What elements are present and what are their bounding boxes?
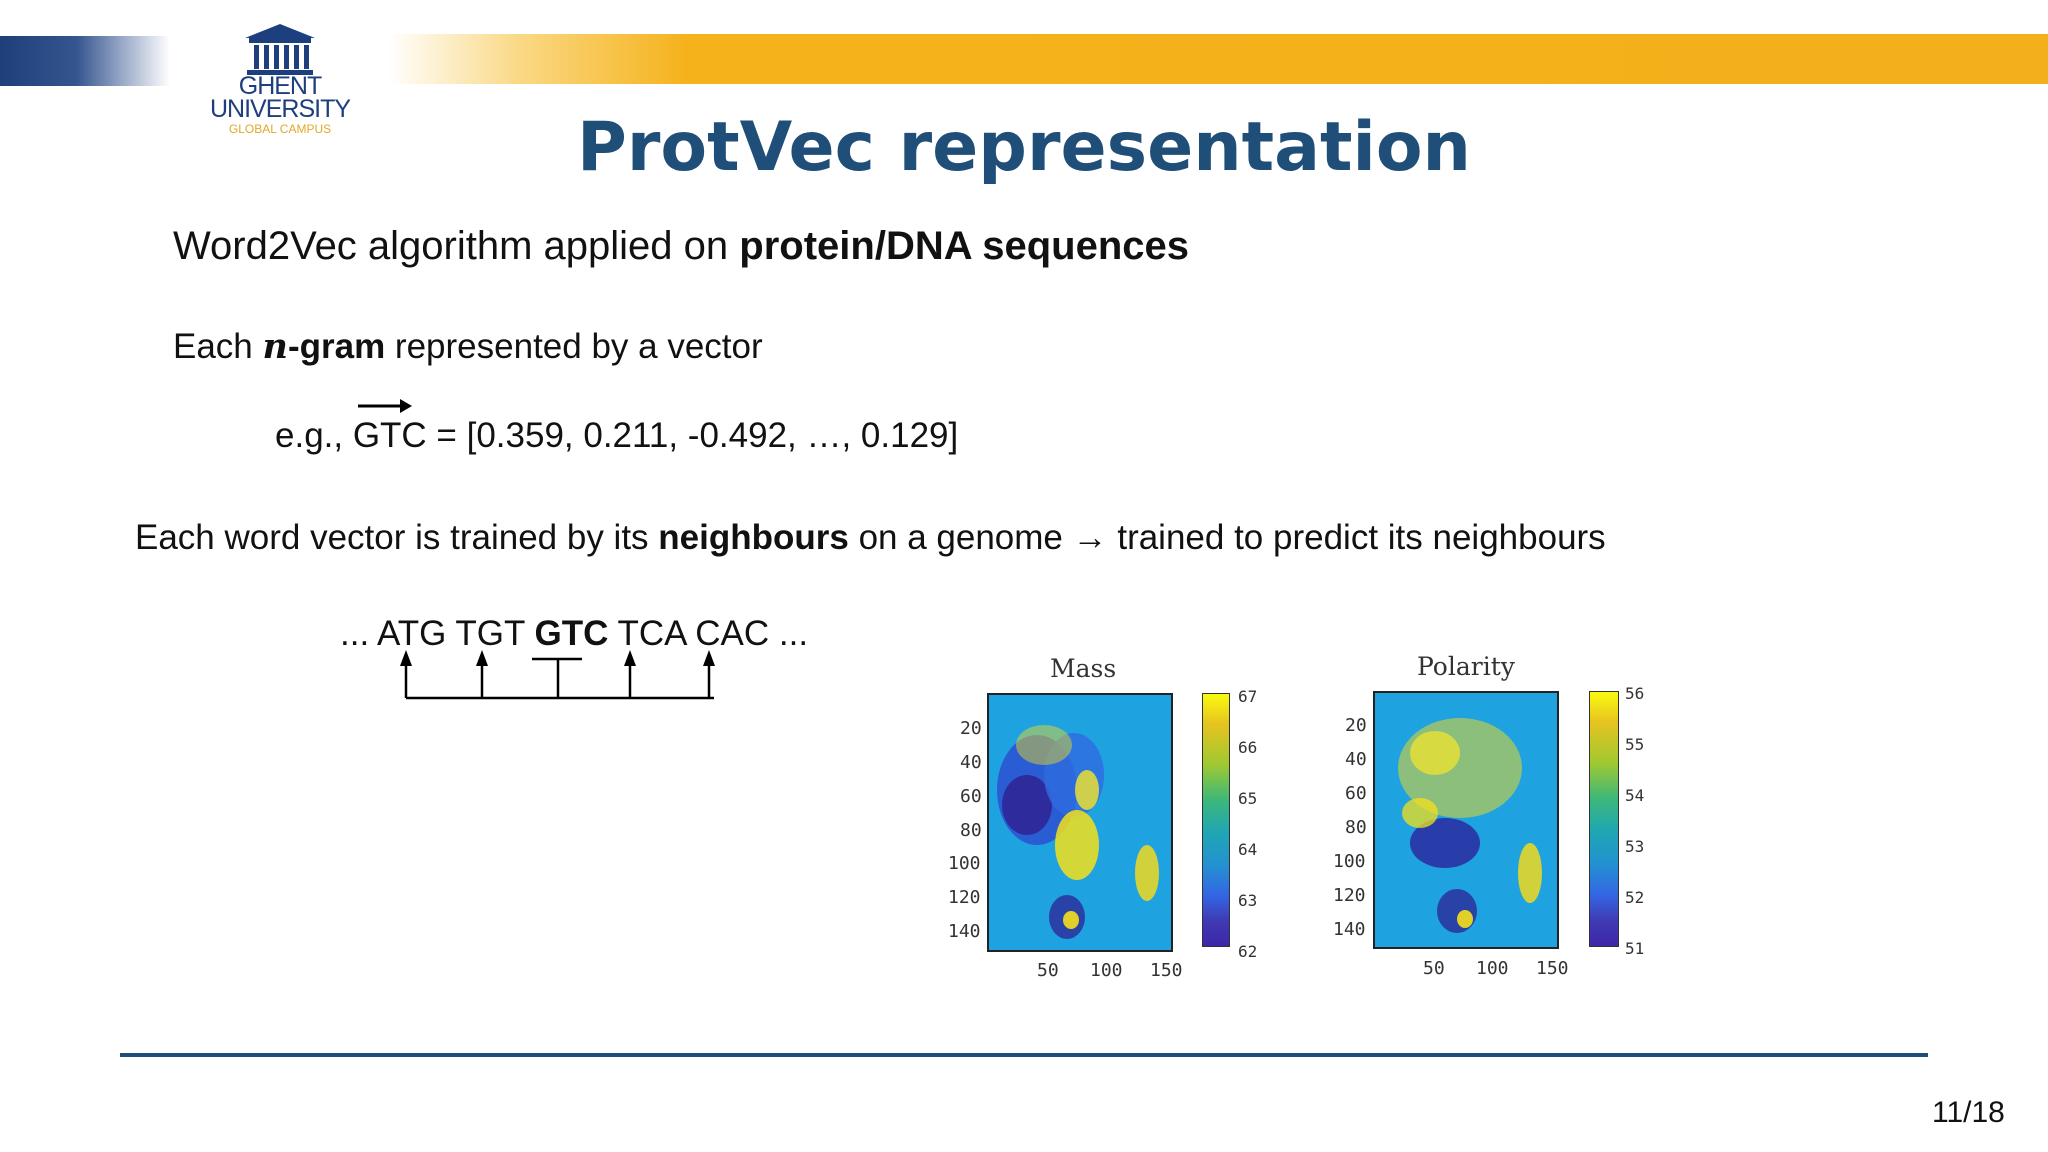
mass-cbar-tick: 63 [1238, 891, 1258, 910]
polarity-x-tick: 150 [1536, 958, 1569, 979]
polarity-y-tick: 120 [1333, 885, 1366, 906]
polarity-y-tick: 140 [1333, 919, 1366, 940]
mass-x-tick: 150 [1150, 960, 1183, 981]
mass-cbar-tick: 65 [1238, 789, 1258, 808]
polarity-heatmap-figure: Polarity 56 55 54 53 52 51 20 40 60 80 1… [1325, 648, 1665, 988]
polarity-cbar-tick: 56 [1625, 684, 1645, 703]
polarity-y-tick: 40 [1345, 749, 1367, 770]
polarity-cbar-tick: 54 [1625, 786, 1645, 805]
polarity-y-tick: 20 [1345, 715, 1367, 736]
footer-rule [120, 1053, 1928, 1057]
mass-title: Mass [1050, 654, 1117, 683]
polarity-x-tick: 50 [1423, 958, 1445, 979]
header-band-yellow [388, 34, 2048, 84]
mass-y-tick: 120 [948, 887, 981, 908]
polarity-x-tick: 100 [1476, 958, 1509, 979]
mass-y-tick: 80 [960, 820, 982, 841]
polarity-cbar-tick: 51 [1625, 939, 1645, 958]
polarity-cbar-tick: 55 [1625, 735, 1645, 754]
slide-title: ProtVec representation [577, 108, 1471, 187]
mass-y-tick: 20 [960, 718, 982, 739]
logo-line-3: GLOBAL CAMPUS [228, 122, 332, 136]
mass-x-tick: 50 [1037, 960, 1059, 981]
logo-line-2: UNIVERSITY [209, 95, 351, 123]
mass-y-tick: 100 [948, 853, 981, 874]
logo-line-1: GHENT [238, 72, 323, 100]
mass-cbar-tick: 64 [1238, 840, 1258, 859]
mass-cbar-tick: 66 [1238, 738, 1258, 757]
polarity-cbar-tick: 53 [1625, 837, 1645, 856]
mass-y-tick: 60 [960, 786, 982, 807]
mass-y-tick: 40 [960, 752, 982, 773]
ghent-university-logo: GHENT UNIVERSITY GLOBAL CAMPUS [205, 18, 355, 140]
polarity-cbar-tick: 52 [1625, 888, 1645, 907]
bullet-ngram: Each n-gram represented by a vector [173, 326, 763, 367]
vector-arrow-icon [358, 399, 412, 413]
polarity-title: Polarity [1417, 652, 1515, 681]
sequence-example: ... ATG TGT GTC TCA CAC ... [340, 614, 809, 653]
bullet-neighbours: Each word vector is trained by its neigh… [135, 518, 1606, 557]
page-number: 11/18 [1932, 1096, 2005, 1129]
mass-heatmap-figure: Mass 67 66 65 64 63 62 20 40 60 80 100 1… [940, 648, 1280, 988]
building-icon [245, 24, 315, 75]
mass-heatmap [987, 693, 1173, 952]
mass-x-tick: 100 [1090, 960, 1123, 981]
mass-cbar-tick: 62 [1238, 942, 1258, 961]
mass-cbar-tick: 67 [1238, 687, 1258, 706]
polarity-colorbar [1589, 691, 1619, 947]
header-band-blue [0, 36, 170, 86]
vector-example: e.g., GTC = [0.359, 0.211, -0.492, …, 0.… [275, 416, 959, 455]
mass-colorbar [1202, 693, 1230, 947]
mass-y-tick: 140 [948, 921, 981, 942]
polarity-y-tick: 80 [1345, 817, 1367, 838]
context-arrows-diagram [400, 650, 715, 700]
polarity-y-tick: 60 [1345, 783, 1367, 804]
bullet-word2vec: Word2Vec algorithm applied on protein/DN… [173, 224, 1190, 268]
polarity-y-tick: 100 [1333, 851, 1366, 872]
polarity-heatmap [1373, 691, 1559, 949]
